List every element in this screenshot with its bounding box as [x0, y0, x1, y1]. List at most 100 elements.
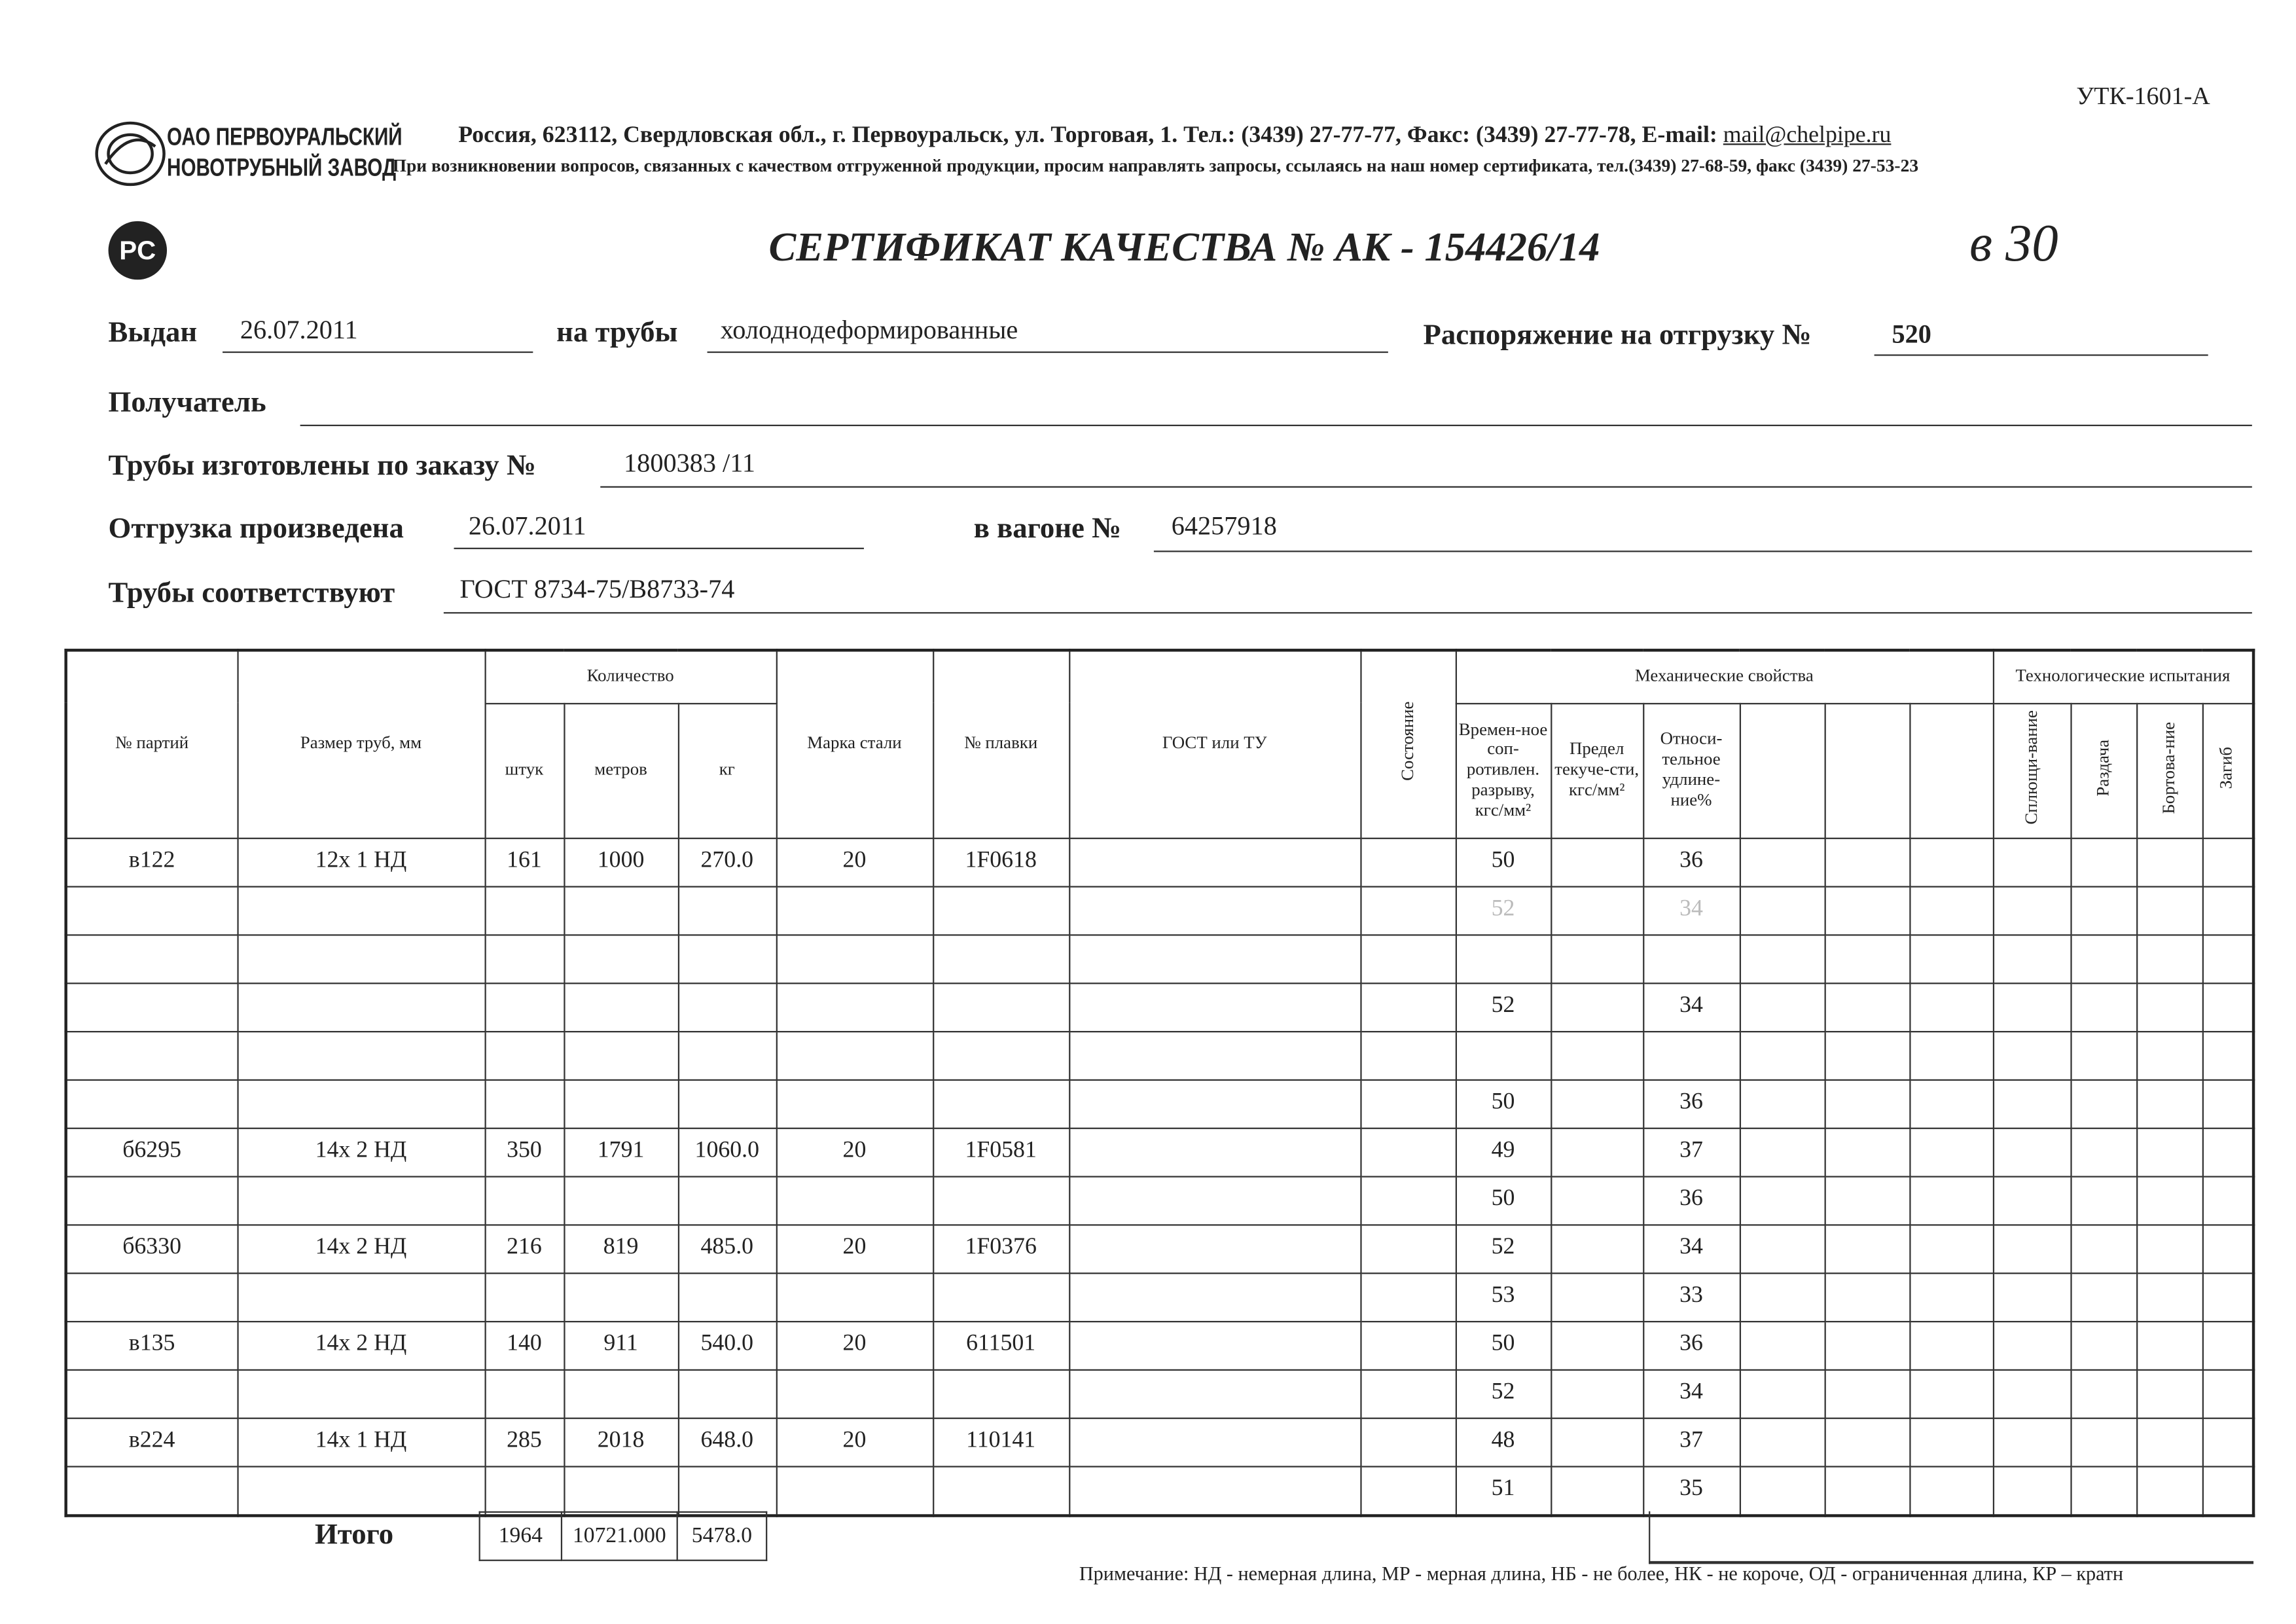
cell-m4	[1738, 1175, 1825, 1225]
cell-elong: 37	[1642, 1416, 1740, 1467]
cell-state	[1359, 982, 1456, 1032]
cell-tensile: 50	[1454, 1320, 1552, 1370]
cell-kg	[677, 1078, 777, 1128]
cell-m6	[1909, 885, 1994, 935]
cell-tensile: 52	[1454, 885, 1552, 935]
cell-meters	[563, 933, 679, 984]
total-meters: 10721.000	[560, 1511, 678, 1561]
cell-state	[1359, 1030, 1456, 1080]
cell-gost	[1068, 933, 1361, 984]
cell-t4	[2201, 1078, 2255, 1128]
cell-tensile: 53	[1454, 1272, 1552, 1322]
cell-m6	[1909, 1320, 1994, 1370]
cell-batch	[65, 885, 238, 935]
cell-t2	[2070, 1272, 2138, 1322]
cell-t4	[2201, 1127, 2255, 1177]
cell-m5	[1823, 885, 1910, 935]
cell-batch: б6330	[65, 1223, 238, 1274]
cell-size: 14х 2 НД	[236, 1223, 486, 1274]
cell-t4	[2201, 837, 2255, 887]
cell-tensile: 49	[1454, 1127, 1552, 1177]
rst-mark-icon: PC	[108, 221, 168, 280]
form-code: УТК-1601-А	[2076, 82, 2210, 110]
cell-batch: б6295	[65, 1127, 238, 1177]
cell-elong: 34	[1642, 1368, 1740, 1418]
cell-kg: 485.0	[677, 1223, 777, 1274]
cell-t4	[2201, 1223, 2255, 1274]
cell-t3	[2135, 1320, 2203, 1370]
table-row	[65, 1030, 2255, 1080]
cell-steel: 20	[775, 1320, 934, 1370]
cell-m4	[1738, 1223, 1825, 1274]
cell-t1	[1992, 1465, 2072, 1516]
certificate-title: СЕРТИФИКАТ КАЧЕСТВА № АК - 154426/14	[768, 225, 1600, 271]
cell-meters	[563, 1272, 679, 1322]
table-row: 51 35	[65, 1465, 2255, 1516]
cell-batch	[65, 1272, 238, 1322]
cell-yield	[1550, 1127, 1644, 1177]
cell-gost	[1068, 1078, 1361, 1128]
table-row: 53 33	[65, 1272, 2255, 1322]
cell-meters	[563, 885, 679, 935]
cell-m4	[1738, 1320, 1825, 1370]
cell-meters	[563, 1465, 679, 1516]
cell-t2	[2070, 1078, 2138, 1128]
cell-pcs: 161	[484, 837, 565, 887]
cell-size	[236, 933, 486, 984]
cell-size	[236, 1030, 486, 1080]
cell-t3	[2135, 982, 2203, 1032]
cell-m5	[1823, 1175, 1910, 1225]
cell-t3	[2135, 1175, 2203, 1225]
cell-pcs: 285	[484, 1416, 565, 1467]
order-number: 520	[1892, 319, 1931, 349]
cell-m5	[1823, 1416, 1910, 1467]
cell-t1	[1992, 1127, 2072, 1177]
cell-size: 12х 1 НД	[236, 837, 486, 887]
cell-t3	[2135, 1416, 2203, 1467]
cell-elong: 34	[1642, 885, 1740, 935]
cell-m4	[1738, 933, 1825, 984]
table-row: 50 36	[65, 1175, 2255, 1225]
cell-gost	[1068, 1368, 1361, 1418]
header-tensile: Времен-ное соп-ротивлен. разрыву, кгс/мм…	[1454, 702, 1552, 839]
cell-batch	[65, 982, 238, 1032]
cell-state	[1359, 1127, 1456, 1177]
cell-melt: 1F0581	[932, 1127, 1070, 1177]
header-yield: Предел текуче-сти, кгс/мм²	[1550, 702, 1644, 839]
total-pcs: 1964	[478, 1511, 563, 1561]
cell-m6	[1909, 837, 1994, 887]
cell-batch: в135	[65, 1320, 238, 1370]
cell-t1	[1992, 1223, 2072, 1274]
cell-kg	[677, 885, 777, 935]
header-flanging: Бортова-ние	[2135, 702, 2203, 839]
totals-table: 1964 10721.000 5478.0	[478, 1511, 768, 1561]
cell-t4	[2201, 933, 2255, 984]
cell-steel	[775, 1030, 934, 1080]
cell-gost	[1068, 885, 1361, 935]
handwritten-note: в 30	[1969, 213, 2058, 273]
footnote: Примечание: НД - немерная длина, МР - ме…	[1079, 1562, 2124, 1585]
cell-melt: 1F0376	[932, 1223, 1070, 1274]
cell-kg: 270.0	[677, 837, 777, 887]
cell-meters: 911	[563, 1320, 679, 1370]
cell-m6	[1909, 1223, 1994, 1274]
cell-gost	[1068, 982, 1361, 1032]
cell-elong: 36	[1642, 1175, 1740, 1225]
table-row: 50 36	[65, 1078, 2255, 1128]
cell-kg: 540.0	[677, 1320, 777, 1370]
cell-yield	[1550, 1368, 1644, 1418]
cell-size	[236, 982, 486, 1032]
cell-m6	[1909, 933, 1994, 984]
email-link[interactable]: mail@chelpipe.ru	[1723, 122, 1892, 148]
cell-m4	[1738, 1127, 1825, 1177]
shipped-date: 26.07.2011	[468, 511, 586, 541]
cell-kg	[677, 1030, 777, 1080]
cell-melt	[932, 933, 1070, 984]
cell-m5	[1823, 1320, 1910, 1370]
cell-t3	[2135, 1223, 2203, 1274]
cell-elong: 36	[1642, 837, 1740, 887]
cell-m6	[1909, 1465, 1994, 1516]
cell-t1	[1992, 1175, 2072, 1225]
cell-t4	[2201, 1465, 2255, 1516]
